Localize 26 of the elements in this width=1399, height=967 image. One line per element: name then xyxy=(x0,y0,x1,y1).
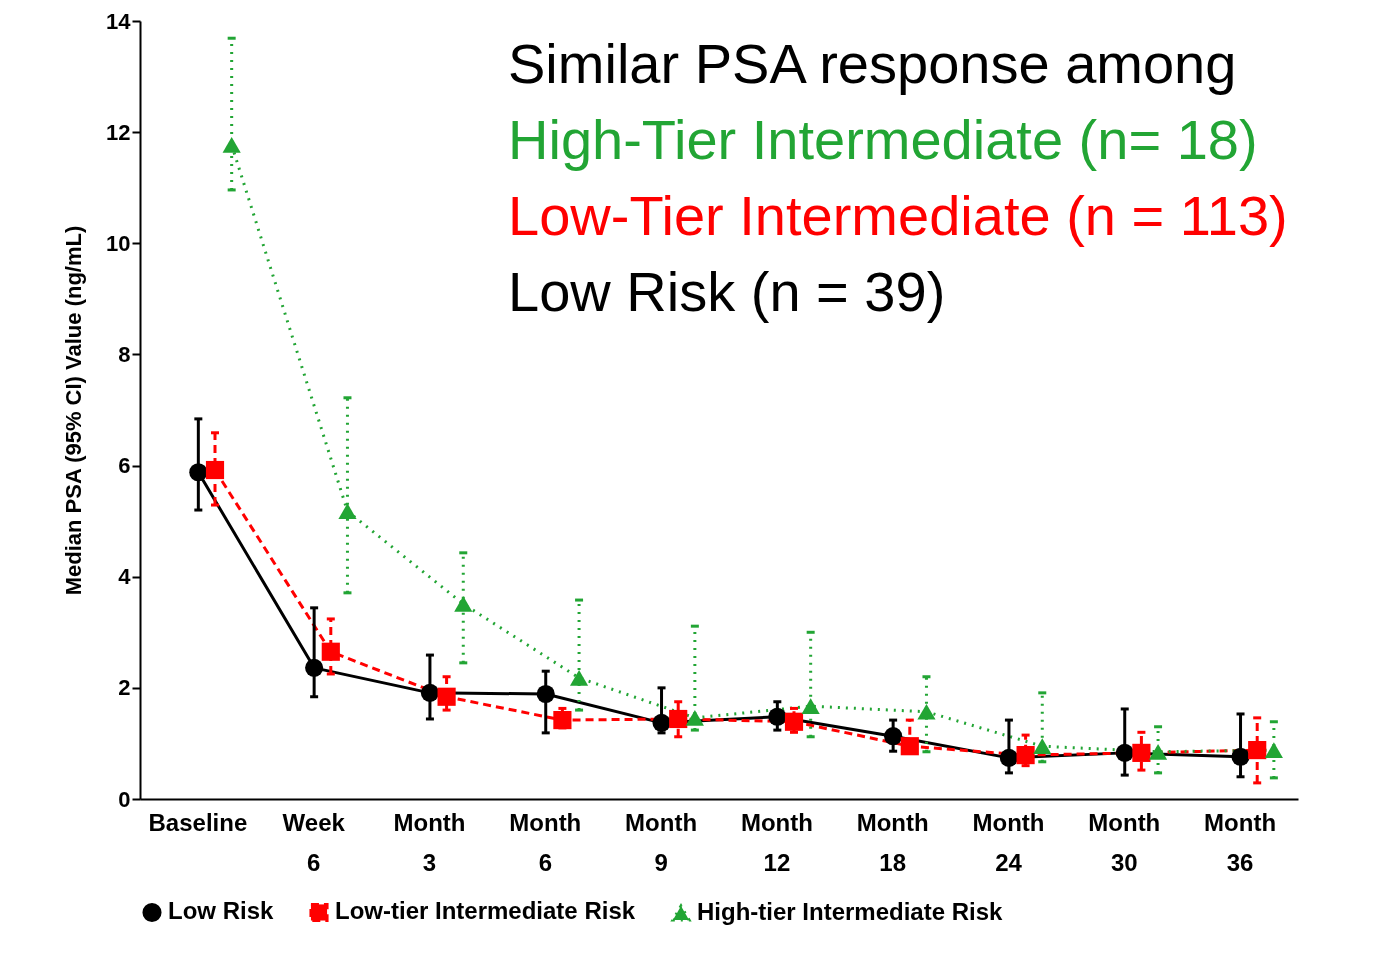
x-tick-label: Month 12 xyxy=(740,808,813,876)
legend-label: Low-tier Intermediate Risk xyxy=(335,897,636,925)
x-tick-label: Month 3 xyxy=(393,808,466,876)
x-tick-label: Month 9 xyxy=(625,808,698,876)
y-tick-label: 10 xyxy=(106,230,131,256)
x-tick-label: Baseline xyxy=(148,808,248,836)
annotation: Low-Tier Intermediate (n = 113) xyxy=(508,184,1288,247)
legend-label: High-tier Intermediate Risk xyxy=(697,898,1004,926)
x-tick-label: Week 6 xyxy=(282,808,346,876)
y-tick-label: 6 xyxy=(118,453,131,479)
x-tick-label: Month 6 xyxy=(509,808,582,876)
annotation: Low Risk (n = 39) xyxy=(508,260,946,323)
y-tick-label: 14 xyxy=(106,8,132,34)
y-tick-label: 12 xyxy=(106,119,131,145)
y-tick-label: 8 xyxy=(118,341,131,367)
y-axis-title: Median PSA (95% CI) Value (ng/mL) xyxy=(61,225,87,596)
y-tick-label: 4 xyxy=(118,564,132,590)
x-tick-label: Month 30 xyxy=(1088,808,1161,876)
annotation: High-Tier Intermediate (n= 18) xyxy=(508,108,1258,171)
y-tick-label: 0 xyxy=(118,786,131,812)
annotation: Similar PSA response among xyxy=(508,32,1237,95)
x-tick-label: Month 24 xyxy=(972,808,1045,876)
y-tick-label: 2 xyxy=(118,675,131,701)
x-tick-label: Month 36 xyxy=(1204,808,1277,876)
x-tick-label: Month 18 xyxy=(856,808,929,876)
legend-label: Low Risk xyxy=(168,897,274,925)
